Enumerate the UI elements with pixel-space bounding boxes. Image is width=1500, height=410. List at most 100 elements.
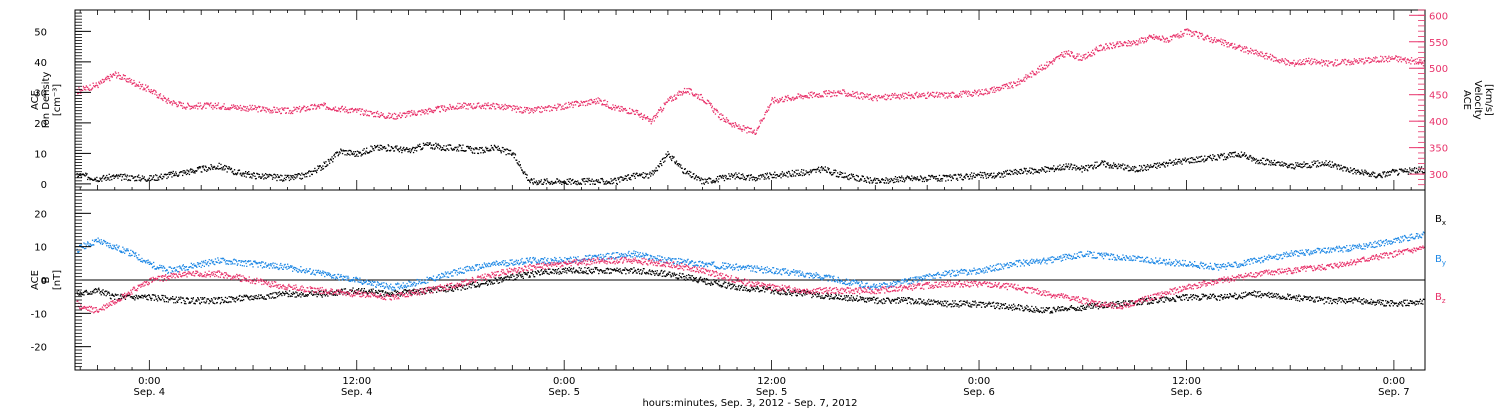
- density-point: [804, 173, 807, 175]
- density-point: [901, 175, 903, 177]
- velocity-point: [1079, 59, 1081, 61]
- velocity-point: [109, 73, 112, 76]
- density-point: [548, 181, 550, 184]
- bx-point: [380, 295, 382, 297]
- velocity-point: [1103, 47, 1105, 49]
- bx-point: [97, 288, 99, 290]
- velocity-point: [1311, 58, 1313, 60]
- velocity-point: [610, 106, 612, 109]
- velocity-point: [1254, 49, 1256, 51]
- density-point: [827, 169, 830, 171]
- velocity-point: [154, 93, 156, 95]
- velocity-point: [469, 103, 472, 105]
- density-point: [663, 157, 665, 159]
- velocity-point: [378, 113, 380, 115]
- density-point: [357, 155, 359, 157]
- velocity-point: [983, 93, 985, 95]
- density-point: [156, 174, 158, 177]
- velocity-point: [390, 116, 392, 118]
- velocity-point: [1173, 34, 1175, 36]
- density-point: [1419, 170, 1421, 173]
- velocity-point: [1381, 59, 1383, 61]
- density-point: [409, 148, 411, 150]
- velocity-point: [166, 102, 168, 104]
- velocity-point: [547, 105, 550, 107]
- bx-point: [151, 294, 154, 296]
- density-point: [567, 180, 570, 182]
- velocity-point: [88, 88, 90, 90]
- bx-point: [163, 301, 166, 303]
- density-point: [879, 181, 881, 184]
- velocity-point: [1309, 61, 1311, 63]
- density-point: [261, 176, 263, 178]
- velocity-point: [217, 104, 219, 106]
- density-point: [379, 144, 381, 146]
- velocity-point: [1046, 61, 1048, 63]
- density-point: [965, 174, 967, 176]
- bx-point: [374, 292, 376, 294]
- density-point: [434, 147, 436, 149]
- density-point: [1345, 170, 1347, 172]
- density-point: [633, 175, 636, 177]
- density-point: [1041, 167, 1043, 169]
- density-point: [661, 164, 663, 167]
- velocity-point: [408, 112, 410, 114]
- velocity-point: [1269, 55, 1271, 58]
- velocity-point: [856, 91, 858, 93]
- velocity-point: [339, 108, 341, 110]
- density-point: [303, 173, 305, 176]
- density-point: [253, 172, 255, 174]
- velocity-point: [659, 109, 661, 111]
- density-point: [410, 150, 412, 152]
- density-point: [255, 177, 257, 180]
- density-point: [706, 181, 708, 183]
- density-point: [431, 147, 433, 149]
- density-point: [690, 176, 692, 179]
- velocity-point: [538, 106, 540, 109]
- density-point: [1262, 163, 1264, 165]
- velocity-point: [298, 105, 301, 108]
- bx-point: [404, 289, 406, 291]
- velocity-point: [1004, 84, 1006, 86]
- velocity-point: [628, 113, 630, 115]
- density-point: [271, 178, 274, 180]
- density-point: [1302, 166, 1304, 168]
- density-point: [519, 165, 521, 167]
- bx-point: [403, 289, 405, 291]
- density-point: [1061, 165, 1064, 168]
- velocity-point: [973, 92, 975, 94]
- velocity-point: [918, 95, 920, 97]
- density-point: [939, 180, 941, 182]
- velocity-point: [648, 118, 651, 120]
- density-point: [278, 176, 281, 178]
- density-point: [391, 147, 394, 150]
- density-point: [1206, 158, 1208, 160]
- density-point: [1005, 170, 1007, 172]
- density-point: [348, 153, 350, 155]
- density-point: [1031, 168, 1034, 170]
- velocity-point: [406, 115, 408, 117]
- density-point: [569, 178, 571, 180]
- density-point: [1047, 166, 1049, 169]
- velocity-point: [614, 104, 617, 107]
- density-point: [285, 179, 287, 181]
- velocity-point: [754, 133, 757, 135]
- density-point: [674, 161, 676, 163]
- density-point: [1117, 163, 1120, 165]
- density-point: [702, 179, 704, 181]
- velocity-point: [271, 109, 274, 111]
- velocity-point: [1138, 42, 1140, 44]
- density-point: [1205, 158, 1207, 161]
- density-point: [1146, 164, 1149, 166]
- density-point: [599, 182, 601, 184]
- velocity-point: [301, 107, 303, 109]
- velocity-point: [787, 96, 790, 99]
- density-point: [986, 173, 988, 175]
- density-point: [1079, 168, 1081, 170]
- bx-point: [263, 296, 265, 298]
- velocity-point: [845, 95, 847, 97]
- velocity-point: [639, 116, 641, 118]
- density-point: [294, 173, 296, 176]
- density-point: [786, 172, 788, 174]
- density-point: [358, 151, 360, 153]
